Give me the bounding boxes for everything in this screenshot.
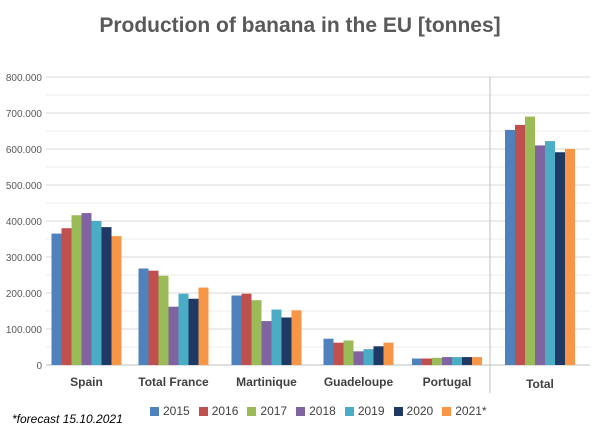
- bar-2020-portugal: [462, 357, 472, 365]
- bar-2015-martinique: [231, 295, 242, 365]
- bar-2016-total-france: [148, 270, 159, 365]
- bar-2017-total-france: [158, 275, 169, 365]
- bar-2018-portugal: [442, 357, 452, 365]
- legend-item: 2017: [247, 404, 287, 418]
- legend-item: 2016: [198, 404, 239, 418]
- bar-2015-total: [505, 129, 515, 365]
- legend-swatch: [296, 406, 306, 416]
- bar-2021-total-france: [198, 287, 209, 365]
- bar-2021-spain: [111, 236, 122, 365]
- bar-2020-total: [555, 152, 565, 365]
- bar-2021-portugal: [472, 357, 482, 365]
- legend-item: 2019: [344, 404, 385, 418]
- bar-2019-portugal: [452, 357, 462, 365]
- bar-2018-martinique: [261, 321, 272, 365]
- legend-item: 2018: [296, 404, 336, 418]
- bar-2015-total-france: [138, 268, 149, 365]
- legend-item: 2021*: [442, 404, 487, 418]
- bar-2015-portugal: [412, 358, 422, 365]
- bar-2020-guadeloupe: [373, 346, 384, 365]
- legend-label: 2018: [309, 404, 336, 418]
- bar-2017-spain: [71, 215, 82, 365]
- bar-2017-total: [525, 116, 535, 365]
- y-tick-label: 600.000: [6, 145, 43, 156]
- legend-swatch: [442, 406, 452, 416]
- legend-swatch: [247, 406, 257, 416]
- category-label: Martinique: [236, 375, 297, 389]
- bar-2018-guadeloupe: [353, 351, 364, 365]
- bar-2021-guadeloupe: [383, 342, 394, 365]
- bar-2018-total: [535, 145, 545, 365]
- bar-2019-total: [545, 141, 555, 365]
- bar-2021-total: [565, 149, 575, 365]
- legend-item: 2020: [393, 404, 434, 418]
- gridlines: [46, 76, 590, 366]
- y-tick-label: 300.000: [6, 253, 43, 264]
- bar-2019-guadeloupe: [363, 349, 374, 365]
- chart-title: Production of banana in the EU [tonnes]: [99, 14, 501, 37]
- legend-label: 2019: [357, 404, 385, 418]
- y-tick-label: 400.000: [6, 217, 43, 228]
- legend: 2015 2016 2017 2018 2019 2020 2021*: [150, 404, 487, 418]
- bar-2019-martinique: [271, 309, 282, 365]
- legend-swatch: [150, 406, 159, 416]
- legend-label: 2021*: [455, 404, 487, 418]
- bar-2019-spain: [91, 221, 102, 365]
- legend-label: 2017: [260, 404, 288, 418]
- y-tick-label: 200.000: [6, 289, 43, 300]
- y-tick-label: 500.000: [6, 181, 43, 192]
- legend-label: 2020: [406, 404, 434, 418]
- category-label: Portugal: [423, 375, 472, 389]
- bar-2020-martinique: [281, 317, 292, 365]
- bar-2018-total-france: [168, 306, 179, 365]
- footnote: *forecast 15.10.2021: [12, 412, 123, 426]
- bar-2016-martinique: [241, 293, 252, 365]
- bar-2016-guadeloupe: [333, 342, 344, 365]
- legend-label: 2015: [163, 404, 190, 418]
- category-label: Total France: [138, 375, 209, 389]
- y-tick-label: 700.000: [6, 109, 43, 120]
- bar-2017-guadeloupe: [343, 340, 354, 365]
- bar-2017-portugal: [432, 357, 442, 365]
- category-label: Spain: [70, 375, 103, 389]
- legend-swatch: [344, 406, 354, 416]
- bar-2015-spain: [51, 233, 62, 365]
- legend-item: 2015: [150, 404, 190, 418]
- category-label: Guadeloupe: [324, 375, 394, 389]
- bar-2016-spain: [61, 228, 72, 365]
- bar-2021-martinique: [291, 310, 302, 365]
- bar-2020-spain: [101, 227, 112, 365]
- bar-2018-spain: [81, 213, 92, 365]
- bar-2016-total: [515, 124, 525, 365]
- bar-2017-martinique: [251, 300, 262, 365]
- legend-label: 2016: [211, 404, 239, 418]
- category-label: Total: [526, 377, 554, 391]
- bar-2020-total-france: [188, 298, 199, 365]
- bar-2019-total-france: [178, 293, 189, 365]
- bar-2016-portugal: [422, 358, 432, 365]
- y-tick-label: 100.000: [6, 325, 43, 336]
- bar-2015-guadeloupe: [323, 338, 334, 365]
- y-tick-label: 800.000: [6, 73, 43, 84]
- legend-swatch: [393, 406, 403, 416]
- legend-swatch: [198, 406, 208, 416]
- y-tick-label: 0: [36, 361, 42, 372]
